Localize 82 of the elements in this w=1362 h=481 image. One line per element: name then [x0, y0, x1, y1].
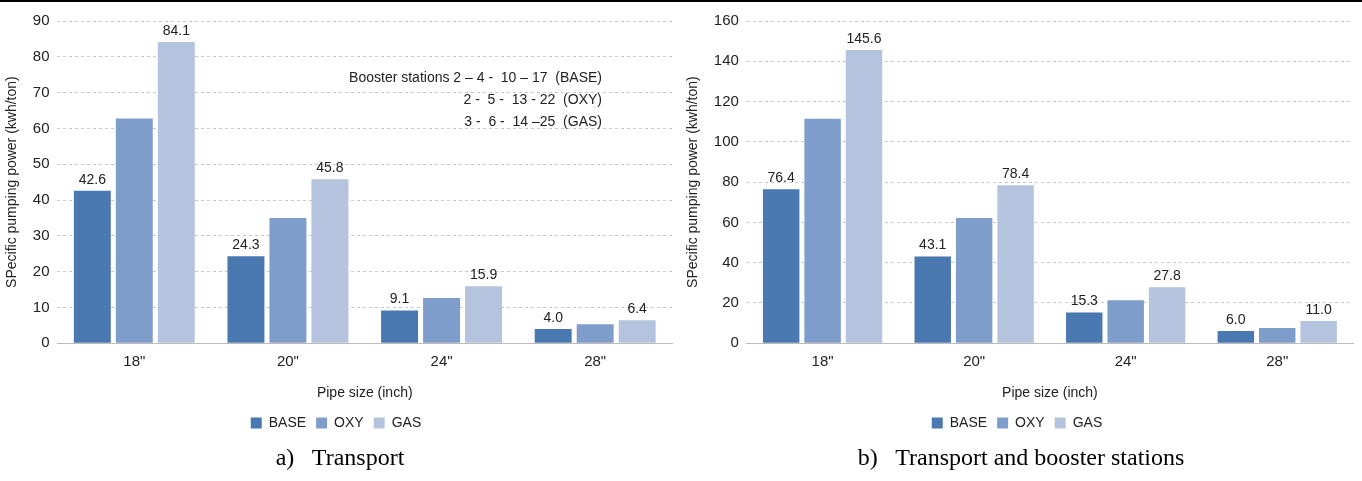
bar	[618, 320, 656, 343]
x-tick-label: 28"	[1266, 352, 1289, 370]
y-axis-title: SPecific pumping power (kwh/ton)	[684, 76, 701, 288]
y-tick-label: 100	[713, 131, 739, 149]
bar	[465, 286, 503, 343]
bar	[1217, 331, 1255, 343]
legend-label: GAS	[1072, 413, 1103, 430]
bar	[997, 185, 1034, 343]
y-tick-label: 20	[32, 261, 50, 279]
y-tick-label: 20	[722, 293, 739, 311]
bar	[311, 179, 349, 343]
data-label: 11.0	[1305, 300, 1332, 317]
y-tick-label: 60	[32, 118, 50, 136]
text: a) Transport	[274, 444, 406, 471]
data-label: 9.1	[389, 290, 410, 307]
bar	[576, 324, 614, 343]
y-axis-title: SPecific pumping power (kwh/ton)	[3, 76, 20, 288]
data-label: 15.9	[469, 266, 498, 283]
y-tick-label: 40	[32, 190, 50, 208]
annotation: 3 - 6 - 14 –25 (GAS)	[464, 113, 602, 129]
y-tick-label: 80	[32, 46, 50, 64]
y-tick-label: 10	[32, 297, 50, 315]
y-tick-label: 120	[713, 91, 739, 109]
y-tick-label: 60	[722, 212, 739, 230]
data-label: 6.0	[1226, 310, 1246, 327]
legend-label: GAS	[391, 413, 422, 430]
x-tick-label: 18"	[811, 352, 834, 370]
y-tick-label: 0	[41, 333, 50, 351]
data-label: 145.6	[846, 29, 882, 46]
y-tick-label: 140	[713, 51, 739, 69]
bar	[227, 256, 265, 343]
data-label: 76.4	[767, 169, 796, 186]
x-tick-label: 20"	[276, 352, 299, 370]
bar	[1107, 300, 1144, 343]
data-label: 45.8	[316, 159, 344, 176]
y-tick-label: 70	[32, 82, 50, 100]
y-tick-label: 0	[730, 333, 739, 351]
x-tick-label: 24"	[1114, 352, 1137, 370]
y-tick-label: 40	[722, 252, 739, 270]
data-label: 27.8	[1153, 267, 1181, 284]
bar	[423, 298, 461, 343]
annotation: 2 - 5 - 13 - 22 (OXY)	[463, 91, 602, 107]
x-axis-title: Pipe size (inch)	[1002, 384, 1098, 401]
bar	[381, 310, 419, 343]
bar	[115, 118, 153, 343]
data-label: 6.4	[627, 300, 648, 317]
x-tick-label: 24"	[430, 352, 453, 370]
y-tick-label: 90	[32, 11, 50, 29]
bar	[1148, 287, 1186, 343]
bar	[73, 190, 111, 343]
x-tick-label: 18"	[123, 352, 146, 370]
data-label: 24.3	[232, 236, 260, 253]
text: b) Transport and booster stations	[856, 444, 1186, 471]
bar	[804, 118, 841, 343]
bar	[914, 256, 951, 343]
bar	[845, 50, 883, 343]
y-tick-label: 80	[722, 172, 739, 190]
bar	[157, 42, 195, 343]
y-tick-label: 160	[713, 11, 739, 29]
data-label: 4.0	[543, 308, 564, 325]
x-axis-title: Pipe size (inch)	[316, 384, 413, 401]
bar	[534, 328, 572, 343]
legend-label: OXY	[1015, 413, 1046, 430]
data-label: 15.3	[1070, 292, 1099, 309]
y-tick-label: 50	[32, 154, 50, 172]
annotation: Booster stations 2 – 4 - 10 – 17 (BASE)	[349, 69, 602, 85]
x-tick-label: 20"	[963, 352, 986, 370]
data-label: 84.1	[162, 21, 191, 38]
bar	[955, 217, 993, 343]
bar	[1300, 321, 1337, 343]
data-label: 78.4	[1001, 165, 1030, 182]
bar	[762, 189, 800, 343]
y-tick-label: 30	[32, 225, 50, 243]
bar	[1259, 328, 1296, 343]
legend-label: OXY	[334, 413, 365, 430]
bar	[269, 217, 307, 343]
data-label: 42.6	[78, 170, 107, 187]
legend-label: BASE	[268, 413, 307, 430]
bar	[1066, 312, 1103, 343]
x-tick-label: 28"	[584, 352, 607, 370]
legend-label: BASE	[949, 413, 988, 430]
data-label: 43.1	[919, 236, 947, 253]
